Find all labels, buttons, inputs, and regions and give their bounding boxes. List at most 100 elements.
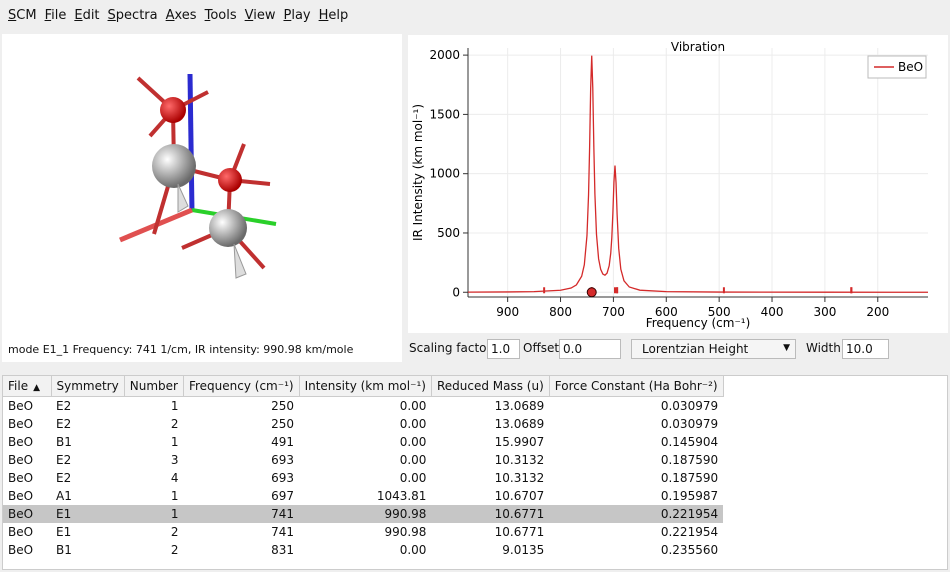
menu-item[interactable]: Tools [205, 8, 237, 23]
menu-item[interactable]: File [45, 8, 67, 23]
x-tick-label: 700 [602, 305, 625, 319]
cell: 0.00 [299, 469, 431, 487]
cell: 3 [124, 451, 183, 469]
menu-bar: SCM File Edit Spectra Axes Tools View Play Help [0, 0, 950, 30]
column-title: Number [130, 379, 178, 393]
cell: 741 [183, 523, 299, 541]
column-title: Frequency (cm⁻¹) [189, 379, 294, 393]
cell: 4 [124, 469, 183, 487]
cell: BeO [3, 487, 51, 505]
cell: 0.00 [299, 541, 431, 559]
lineshape-dropdown[interactable]: Lorentzian Height ▼ [631, 339, 796, 359]
cell: 1 [124, 397, 183, 416]
header-row: File ▲ Symmetry Number Frequency (cm⁻¹) Inten… [3, 376, 723, 397]
table-row[interactable]: BeOB128310.009.01350.235560 [3, 541, 723, 559]
y-tick-label: 2000 [429, 48, 460, 62]
cell: BeO [3, 469, 51, 487]
cell: BeO [3, 541, 51, 559]
spectrum-chart: Vibration0500100015002000900800700600500… [408, 35, 948, 333]
scaling-label: Scaling factor: [409, 341, 495, 355]
width-label: Width: [806, 341, 845, 355]
cell: 990.98 [299, 523, 431, 541]
cell: 0.00 [299, 397, 431, 416]
table-row[interactable]: BeOE236930.0010.31320.187590 [3, 451, 723, 469]
cell: 2 [124, 415, 183, 433]
dropdown-arrow: ▼ [783, 343, 790, 353]
molecule [2, 34, 402, 334]
cell: 10.3132 [431, 469, 549, 487]
offset-input[interactable]: 0.0 [559, 339, 621, 359]
column-title: Symmetry [57, 379, 119, 393]
column-title: Reduced Mass (u) [437, 379, 544, 393]
column-header[interactable]: Intensity (km mol⁻¹) [299, 376, 431, 397]
column-header[interactable]: Force Constant (Ha Bohr⁻²) [549, 376, 723, 397]
offset-label: Offset: [523, 341, 563, 355]
table-row[interactable]: BeOA116971043.8110.67070.195987 [3, 487, 723, 505]
column-header[interactable]: Symmetry [51, 376, 124, 397]
x-tick-label: 300 [813, 305, 836, 319]
cell: E2 [51, 397, 124, 416]
molecule-view [2, 34, 402, 362]
cell: E2 [51, 469, 124, 487]
cell: 250 [183, 397, 299, 416]
cell: E1 [51, 523, 124, 541]
menu-item[interactable]: Play [283, 8, 310, 23]
cell: A1 [51, 487, 124, 505]
x-tick-label: 900 [496, 305, 519, 319]
cell: BeO [3, 451, 51, 469]
lineshape-text: Lorentzian Height [642, 342, 748, 356]
menu-item[interactable]: Axes [166, 8, 197, 23]
column-title: Force Constant (Ha Bohr⁻²) [555, 379, 718, 393]
cell: 741 [183, 505, 299, 523]
cell: 0.145904 [549, 433, 723, 451]
table-row[interactable]: BeOE12741990.9810.67710.221954 [3, 523, 723, 541]
cell: 491 [183, 433, 299, 451]
x-tick-label: 200 [866, 305, 889, 319]
menu-item[interactable]: Spectra [108, 8, 158, 23]
table-row[interactable]: BeOB114910.0015.99070.145904 [3, 433, 723, 451]
menu-item[interactable]: Help [319, 8, 349, 23]
cell: 697 [183, 487, 299, 505]
x-axis-label: Frequency (cm⁻¹) [646, 316, 751, 330]
cell: 9.0135 [431, 541, 549, 559]
width-input[interactable]: 10.0 [842, 339, 889, 359]
cell: 990.98 [299, 505, 431, 523]
cell: 10.6707 [431, 487, 549, 505]
column-header[interactable]: Reduced Mass (u) [431, 376, 549, 397]
cell: 2 [124, 541, 183, 559]
cell: 693 [183, 451, 299, 469]
table: File ▲ Symmetry Number Frequency (cm⁻¹) Inten… [3, 376, 724, 559]
cell: 10.6771 [431, 523, 549, 541]
table-row[interactable]: BeOE246930.0010.31320.187590 [3, 469, 723, 487]
table-row[interactable]: BeOE212500.0013.06890.030979 [3, 397, 723, 416]
cell: 0.221954 [549, 523, 723, 541]
y-tick-label: 1500 [429, 107, 460, 121]
cell: 1043.81 [299, 487, 431, 505]
cell: 831 [183, 541, 299, 559]
selected-mode[interactable] [587, 288, 596, 297]
cell: BeO [3, 523, 51, 541]
menu-item[interactable]: SCM [8, 8, 37, 23]
cell: 0.00 [299, 433, 431, 451]
cell: 0.00 [299, 415, 431, 433]
cell: 1 [124, 487, 183, 505]
cell: E1 [51, 505, 124, 523]
sort-arrow: ▲ [33, 383, 40, 393]
y-tick-label: 500 [437, 226, 460, 240]
status-text: mode E1_1 Frequency: 741 1/cm, IR intens… [8, 343, 353, 356]
x-tick-label: 400 [761, 305, 784, 319]
column-header[interactable]: File ▲ [3, 376, 51, 397]
menu-item[interactable]: View [245, 8, 276, 23]
cell: 15.9907 [431, 433, 549, 451]
column-header[interactable]: Frequency (cm⁻¹) [183, 376, 299, 397]
menu-item[interactable]: Edit [74, 8, 99, 23]
cell: 0.00 [299, 451, 431, 469]
scaling-input[interactable]: 1.0 [487, 339, 520, 359]
cell: 10.6771 [431, 505, 549, 523]
y-tick-label: 0 [452, 285, 460, 299]
table-row[interactable]: BeOE11741990.9810.67710.221954 [3, 505, 723, 523]
column-header[interactable]: Number [124, 376, 183, 397]
table-row[interactable]: BeOE222500.0013.06890.030979 [3, 415, 723, 433]
column-title: File [8, 379, 28, 393]
cell: 1 [124, 505, 183, 523]
